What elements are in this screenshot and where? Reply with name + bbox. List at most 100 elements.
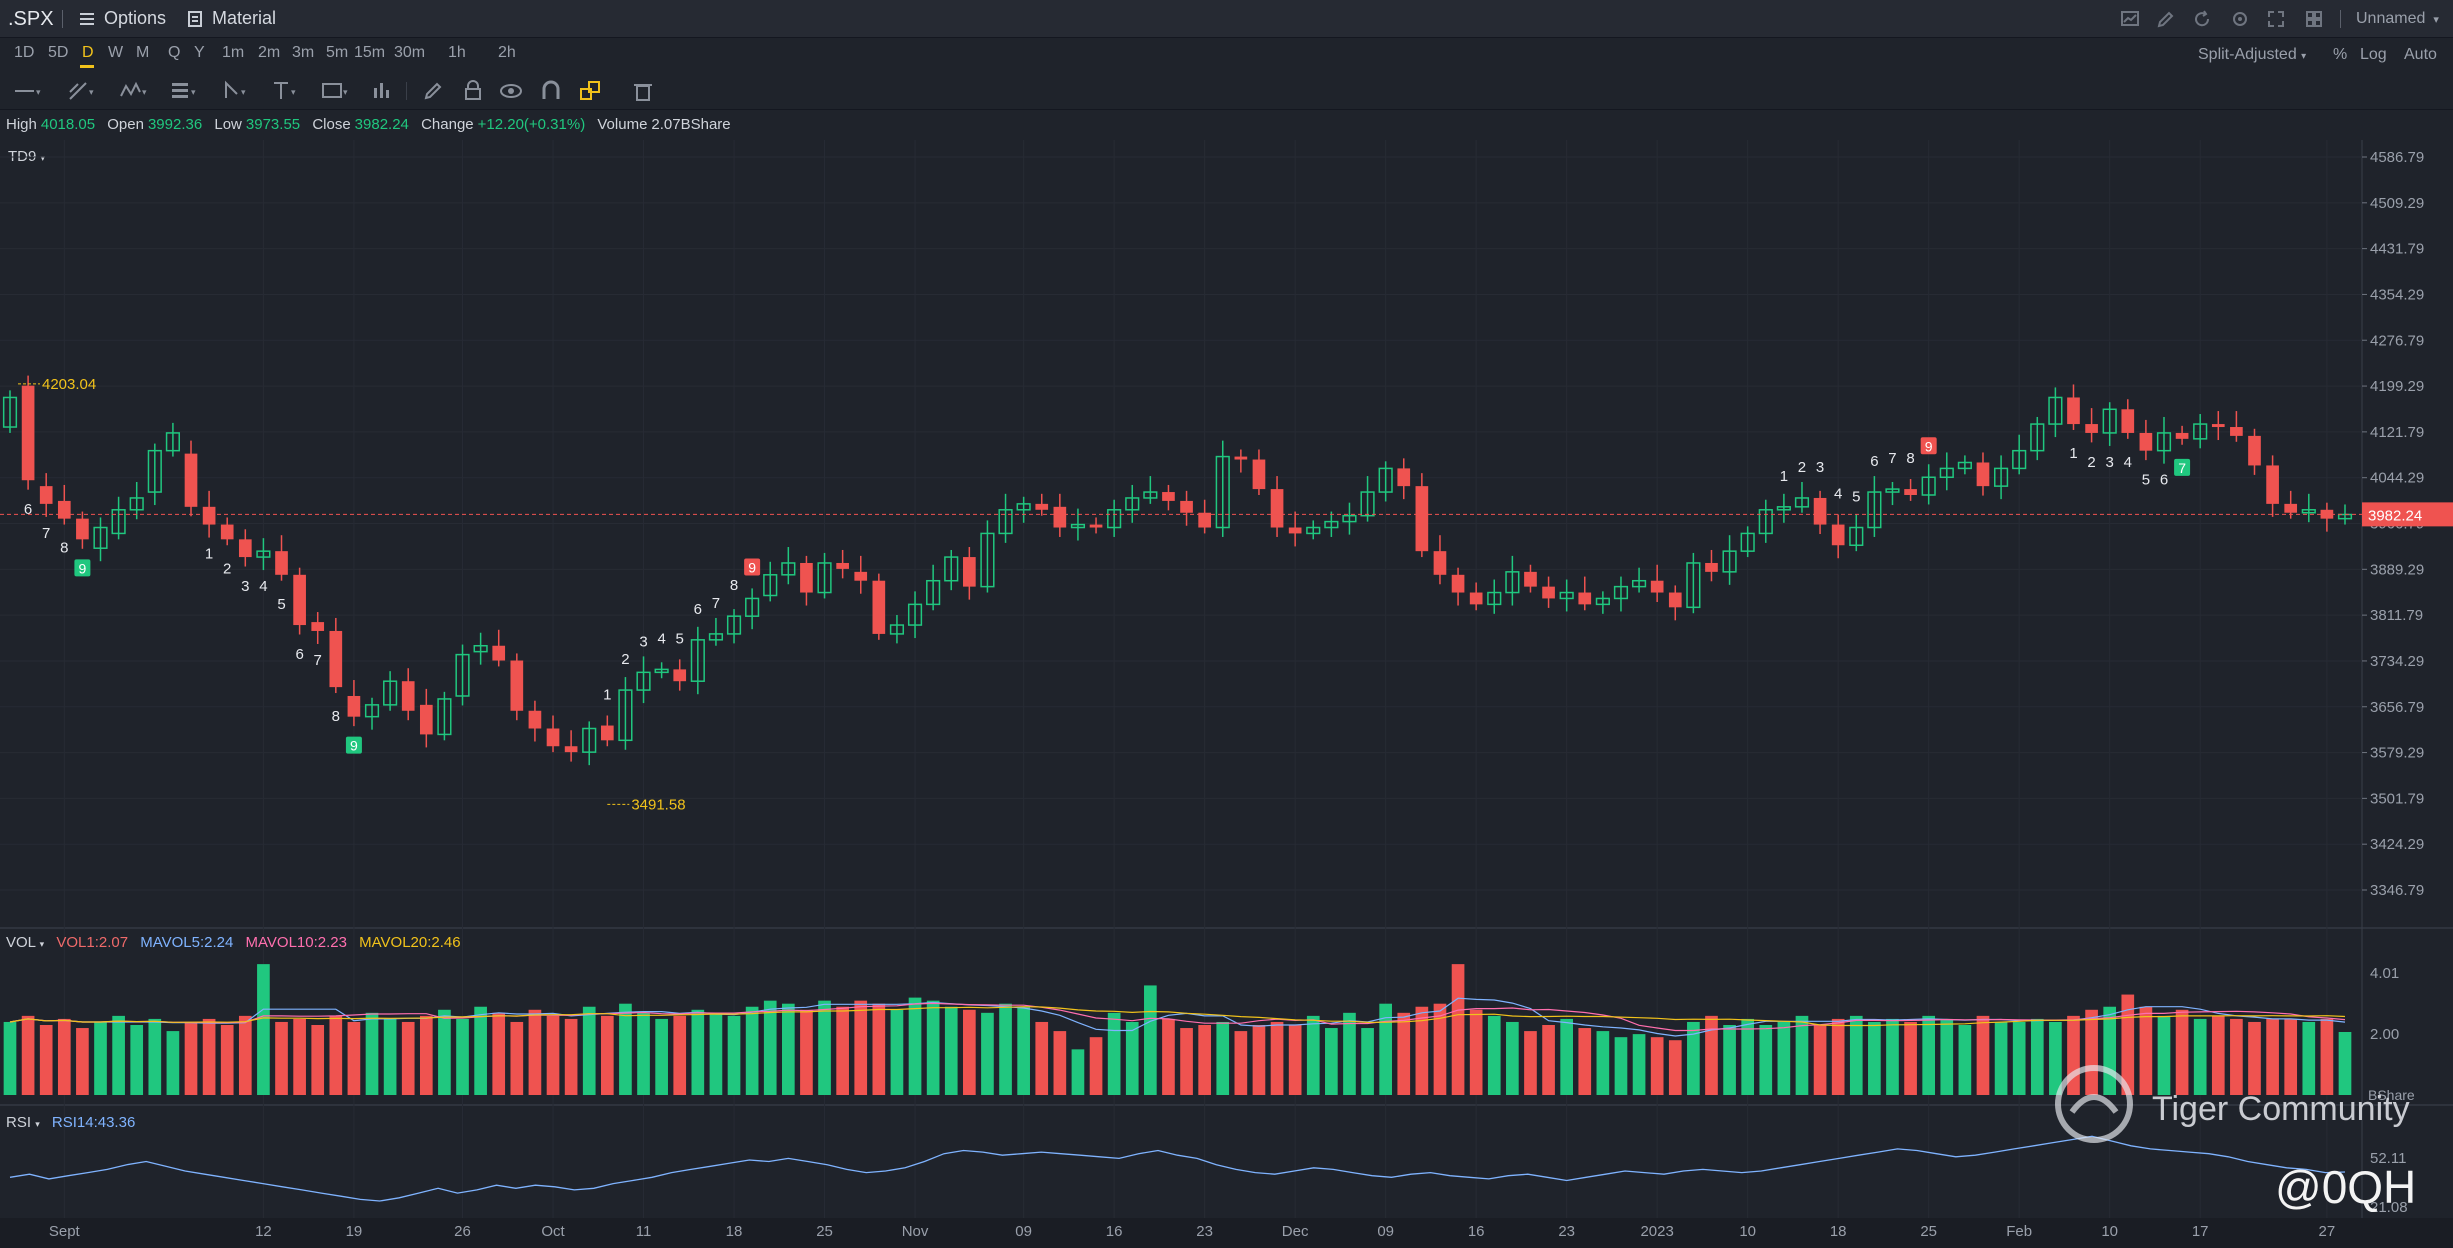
fib-tool-icon[interactable]: ▾ bbox=[168, 78, 198, 104]
volume-bar bbox=[438, 1009, 451, 1095]
timeframe-tab-30m[interactable]: 30m bbox=[394, 44, 426, 61]
timeframe-tab-15m[interactable]: 15m bbox=[354, 44, 386, 61]
volume-bar bbox=[112, 1015, 125, 1095]
timeframe-tab-d[interactable]: D bbox=[82, 44, 94, 61]
link-icon[interactable] bbox=[576, 78, 606, 104]
high-value: 4018.05 bbox=[40, 116, 96, 133]
td-count-label: 1 bbox=[205, 546, 213, 563]
chevron-down-icon: ▾ bbox=[35, 1119, 40, 1129]
adjust-dropdown[interactable]: Split-Adjusted ▾ bbox=[2198, 46, 2306, 64]
gear-icon[interactable] bbox=[2230, 9, 2250, 29]
open-value: 3992.36 bbox=[147, 116, 203, 133]
timeframe-tab-w[interactable]: W bbox=[108, 44, 124, 61]
candle-body bbox=[76, 518, 89, 540]
candle-body bbox=[1505, 571, 1520, 594]
candle-body bbox=[564, 746, 578, 753]
low-value: 3973.55 bbox=[245, 116, 301, 133]
candle-body bbox=[2193, 423, 2208, 440]
candle-body bbox=[39, 486, 53, 504]
rsi-line bbox=[9, 1135, 2346, 1202]
volume-bar bbox=[981, 1012, 994, 1095]
candle-body bbox=[184, 453, 198, 507]
volume-bar bbox=[1777, 1021, 1791, 1095]
draw-icon[interactable] bbox=[2156, 9, 2176, 29]
price-tick-label: 3424.29 bbox=[2370, 836, 2424, 853]
candle-body bbox=[1433, 551, 1447, 575]
fullscreen-icon[interactable] bbox=[2266, 9, 2286, 29]
volume-bar bbox=[673, 1015, 687, 1095]
pattern-tool-icon[interactable]: ▾ bbox=[118, 78, 148, 104]
log-toggle[interactable]: Log bbox=[2360, 46, 2387, 63]
eye-icon[interactable] bbox=[496, 78, 526, 104]
candle-body bbox=[2012, 449, 2027, 470]
timeframe-tab-1h[interactable]: 1h bbox=[448, 44, 466, 61]
price-tick-label: 4121.79 bbox=[2370, 424, 2424, 441]
refresh-icon[interactable] bbox=[2192, 9, 2212, 29]
timeframe-tab-2m[interactable]: 2m bbox=[258, 44, 281, 61]
candle-body bbox=[1904, 489, 1917, 496]
cursor-tool-icon[interactable]: ▾ bbox=[220, 78, 250, 104]
candle-body bbox=[636, 671, 651, 691]
volume-bar bbox=[1886, 1018, 1899, 1095]
text-tool-icon[interactable]: ▾ bbox=[270, 78, 300, 104]
volume-bar bbox=[745, 1006, 759, 1095]
timeframe-tab-2h[interactable]: 2h bbox=[498, 44, 516, 61]
indicator-tool-icon[interactable] bbox=[368, 78, 398, 104]
label-tool-icon[interactable]: ▾ bbox=[320, 78, 350, 104]
options-button[interactable]: Options bbox=[78, 8, 166, 29]
volume-bar bbox=[908, 997, 922, 1095]
auto-toggle[interactable]: Auto bbox=[2404, 46, 2437, 63]
ticker-symbol[interactable]: .SPX bbox=[8, 8, 54, 30]
mavol10-value: MAVOL10:2.23 bbox=[245, 934, 347, 951]
candle-body bbox=[1270, 489, 1284, 528]
td9-label: TD9 bbox=[8, 148, 37, 165]
timeframe-tab-1d[interactable]: 1D bbox=[14, 44, 35, 61]
timeframe-tab-5d[interactable]: 5D bbox=[48, 44, 69, 61]
svg-text:▾: ▾ bbox=[89, 87, 94, 97]
volume-bar bbox=[148, 1018, 162, 1095]
line-tool-icon[interactable]: ▾ bbox=[12, 78, 42, 104]
layout-name-dropdown[interactable]: Unnamed ▾ bbox=[2356, 10, 2439, 28]
date-tick-label: 27 bbox=[2319, 1223, 2336, 1240]
volume-bar bbox=[1994, 1021, 2008, 1095]
vol1-value: VOL1:2.07 bbox=[56, 934, 129, 951]
timeframe-tab-5m[interactable]: 5m bbox=[326, 44, 349, 61]
active-timeframe-underline bbox=[80, 65, 94, 68]
timeframe-tab-y[interactable]: Y bbox=[194, 44, 205, 61]
material-label: Material bbox=[212, 8, 277, 28]
td9-indicator-label[interactable]: TD9 ▾ bbox=[8, 148, 45, 165]
percent-toggle[interactable]: % bbox=[2333, 46, 2348, 63]
low-label: Low bbox=[214, 116, 242, 133]
material-button[interactable]: Material bbox=[186, 8, 276, 29]
timeframe-tab-m[interactable]: M bbox=[136, 44, 150, 61]
volume-bar bbox=[293, 1018, 306, 1095]
volume-bar bbox=[1831, 1018, 1845, 1095]
rsi-panel-label[interactable]: RSI ▾ RSI14:43.36 bbox=[6, 1114, 135, 1131]
lock-icon[interactable] bbox=[458, 78, 488, 104]
options-icon bbox=[80, 12, 94, 25]
trash-icon[interactable] bbox=[628, 78, 658, 104]
timeframe-tab-q[interactable]: Q bbox=[168, 44, 181, 61]
candle-body bbox=[2139, 432, 2153, 451]
candle-body bbox=[1397, 468, 1411, 487]
volume-bar bbox=[2284, 1018, 2298, 1095]
mavol5-value: MAVOL5:2.24 bbox=[140, 934, 234, 951]
price-tick-label: 3579.29 bbox=[2370, 745, 2424, 762]
pencil-icon[interactable] bbox=[420, 78, 450, 104]
mavol5-line bbox=[9, 997, 2346, 1037]
timeframe-tab-1m[interactable]: 1m bbox=[222, 44, 245, 61]
trend-line-icon[interactable]: ▾ bbox=[66, 78, 96, 104]
volume-bar bbox=[619, 1003, 632, 1095]
timeframe-tab-3m[interactable]: 3m bbox=[292, 44, 315, 61]
magnet-icon[interactable] bbox=[536, 78, 566, 104]
td-count-label: 5 bbox=[277, 596, 285, 613]
layout-grid-icon[interactable] bbox=[2304, 9, 2324, 29]
volume-panel-label[interactable]: VOL ▾ VOL1:2.07 MAVOL5:2.24 MAVOL10:2.23… bbox=[6, 934, 461, 951]
candle-body bbox=[1650, 580, 1664, 593]
candle-body bbox=[2266, 465, 2279, 504]
chart-type-icon[interactable] bbox=[2120, 9, 2140, 29]
date-axis-background bbox=[0, 1218, 2453, 1248]
volume-bar bbox=[1397, 1012, 1411, 1095]
